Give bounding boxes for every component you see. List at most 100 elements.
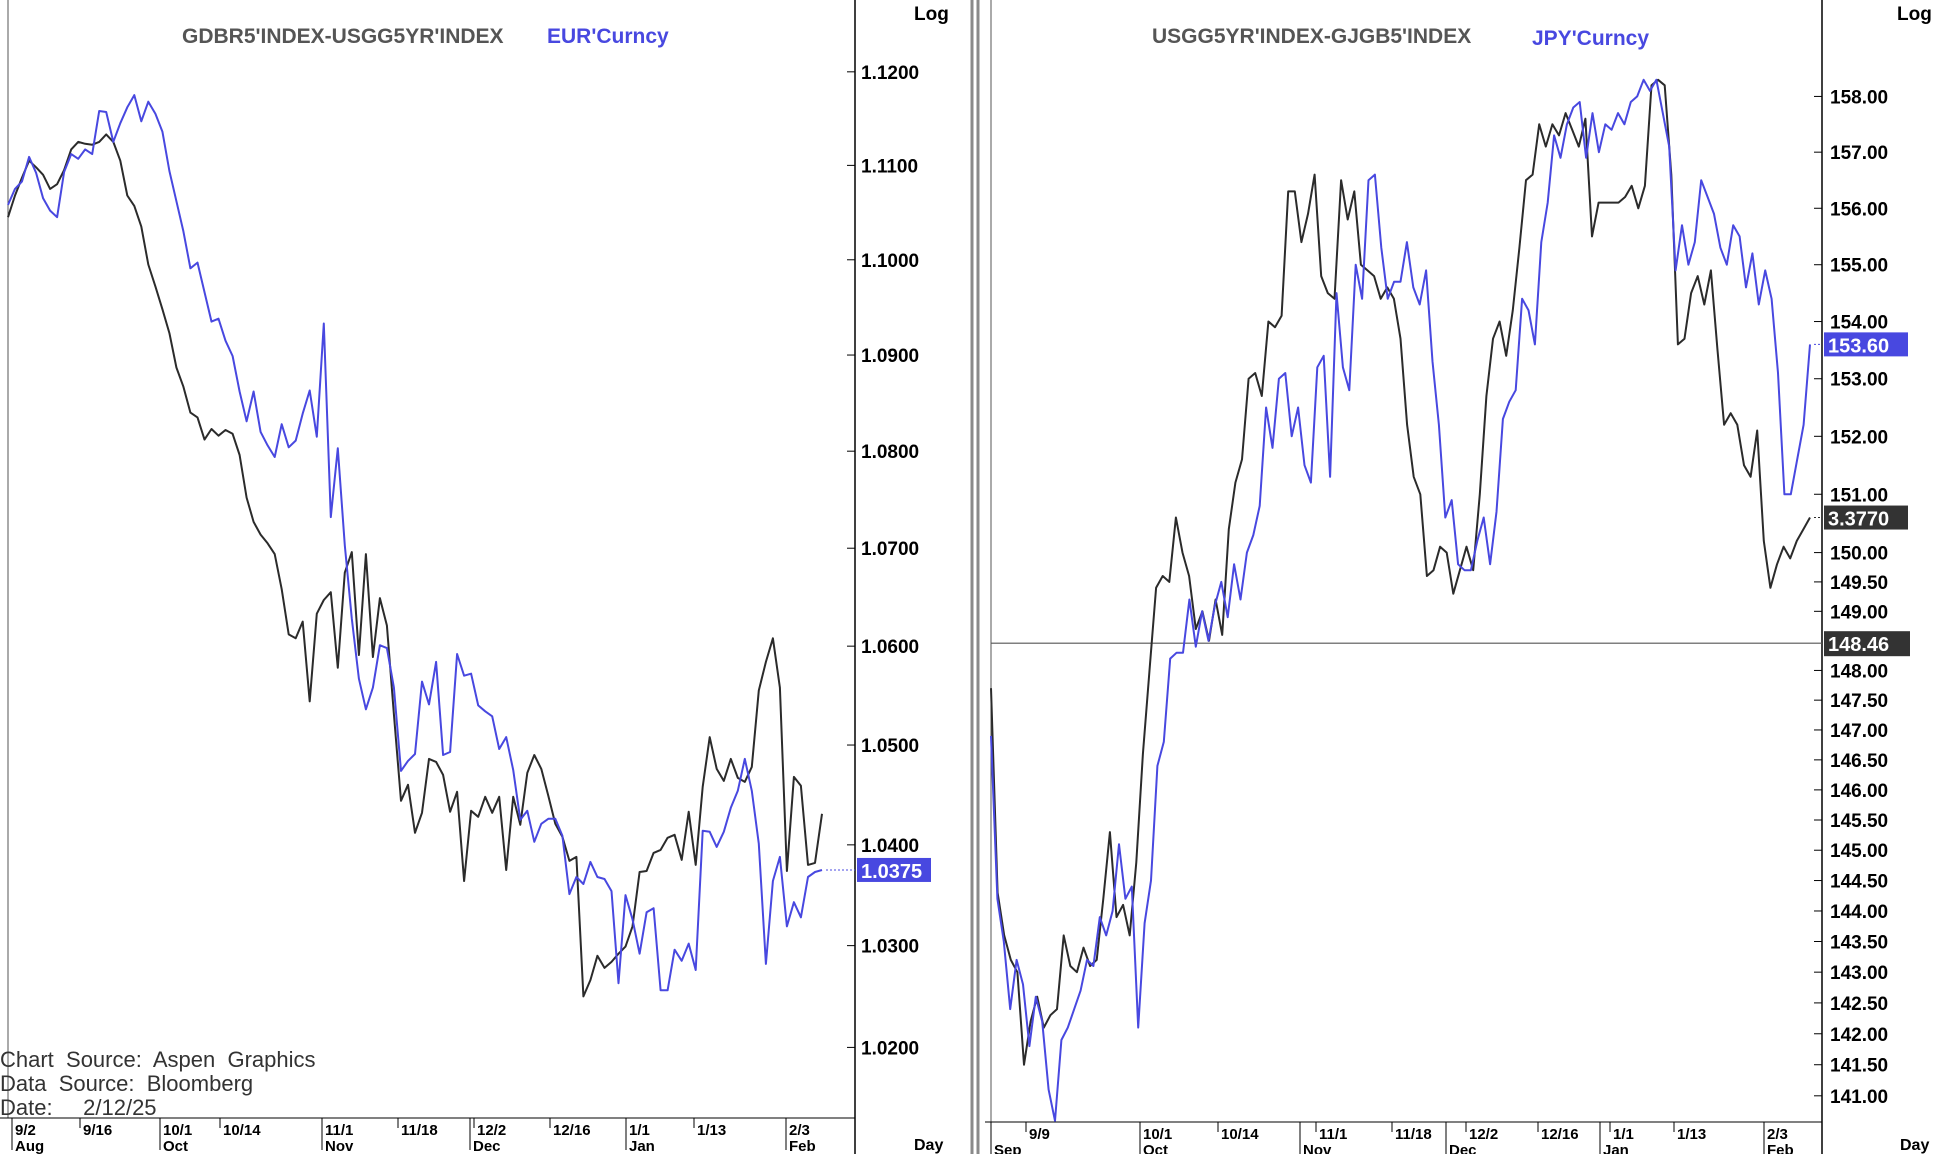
left-month-label: Dec [473,1138,501,1154]
right-y-tick-label: 144.00 [1830,902,1888,923]
right-x-tick-label: 10/1 [1143,1126,1172,1143]
left-y-tick-label: 1.1200 [861,63,919,84]
panel-divider [970,0,982,1154]
right-y-tick-label: 142.50 [1830,994,1888,1015]
left-series-2-line [7,94,823,992]
left-x-tick-label: 12/16 [553,1122,591,1139]
right-chart-panel: USGG5YR'INDEX-GJGB5'INDEX JPY'Curncy Log… [985,0,1932,1154]
left-y-tick-label: 1.0500 [861,736,919,757]
left-y-tick-label: 1.0800 [861,442,919,463]
right-x-tick-label: 2/3 [1767,1126,1788,1143]
right-y-tick-label: 155.00 [1830,256,1888,277]
right-reference-line: 148.46 [991,631,1910,657]
right-y-tick-label: 146.50 [1830,751,1888,772]
left-month-label: Oct [163,1138,188,1154]
right-y-tick-label: 143.00 [1830,963,1888,984]
right-x-axis-label: Day [1900,1137,1929,1154]
right-y-tick-label: 146.00 [1830,781,1888,802]
left-y-tick-label: 1.0700 [861,539,919,560]
left-month-label: Aug [15,1138,44,1154]
right-y-tick-label: 157.00 [1830,143,1888,164]
right-y-tick-label: 147.50 [1830,691,1888,712]
right-y-tick-label: 147.00 [1830,721,1888,742]
right-y-tick-label: 153.00 [1830,370,1888,391]
right-x-tick-label: 1/13 [1677,1126,1706,1143]
reference-level-label: 148.46 [1828,634,1889,656]
left-series-title-2: EUR'Curncy [547,25,669,48]
left-x-tick-label: 1/13 [697,1122,726,1139]
right-last-value-label: 3.3770 [1828,509,1889,531]
right-x-tick-label: 12/16 [1541,1126,1579,1143]
right-series-lines [990,78,1811,1122]
left-series-1-line [7,133,823,998]
left-month-label: Jan [629,1138,655,1154]
right-y-tick-label: 149.50 [1830,573,1888,594]
left-x-tick-label: 12/2 [477,1122,506,1139]
right-last-value-box [1824,332,1908,357]
left-series-lines [7,94,823,998]
left-chart-panel: GDBR5'INDEX-USGG5YR'INDEX EUR'Curncy Log… [0,0,949,1154]
reference-level-box [1824,631,1910,657]
left-x-tick-label: 10/14 [223,1122,261,1139]
right-series-2-line [990,78,1811,1122]
right-month-label: Oct [1143,1142,1168,1154]
right-x-tick-label: 11/1 [1319,1126,1347,1143]
left-last-value-label: 1.0375 [861,861,922,883]
left-series-title-1: GDBR5'INDEX-USGG5YR'INDEX [182,25,504,48]
right-y-tick-label: 145.00 [1830,841,1888,862]
right-y-tick-label: 154.00 [1830,313,1888,334]
right-month-label: Sep [994,1142,1022,1154]
right-y-tick-label: 158.00 [1830,87,1888,108]
left-x-tick-label: 2/3 [789,1122,810,1139]
left-y-tick-label: 1.1100 [861,156,918,177]
right-month-label: Dec [1449,1142,1477,1154]
left-x-axis-label: Day [914,1137,943,1154]
left-x-tick-label: 10/1 [163,1122,192,1139]
right-y-tick-label: 150.00 [1830,544,1888,565]
chart-source-note: Chart Source: Aspen Graphics [0,1047,316,1072]
right-x-ticks: 9/9 10/1 10/14 11/1 11/18 12/2 12/16 1/1 1/13 2/3… [990,1122,1794,1154]
right-y-tick-label: 141.50 [1830,1056,1888,1077]
right-last-value-box [1824,505,1908,530]
left-y-tick-label: 1.1000 [861,251,919,272]
left-month-label: Nov [325,1138,354,1154]
left-scale-label: Log [914,4,949,25]
right-x-tick-label: 1/1 [1613,1126,1634,1143]
date-note: Date: 2/12/25 [0,1095,157,1120]
right-y-tick-label: 156.00 [1830,199,1888,220]
right-last-values: 153.60 3.3770 [1814,332,1908,531]
right-y-tick-label: 143.50 [1830,933,1888,954]
left-x-tick-label: 9/16 [83,1122,112,1139]
right-x-tick-label: 11/18 [1395,1126,1432,1143]
right-x-tick-label: 10/14 [1221,1126,1259,1143]
right-y-tick-label: 151.00 [1830,485,1888,506]
right-scale-label: Log [1897,4,1932,25]
left-last-value: 1.0375 [826,857,931,883]
left-x-tick-label: 9/2 [15,1122,36,1139]
left-month-label: Feb [789,1138,816,1154]
left-x-tick-label: 1/1 [629,1122,650,1139]
left-last-value-box [857,857,931,882]
left-x-ticks: 9/2 9/16 10/1 10/14 11/1 11/18 12/2 12/16 1/1 1/1… [11,1118,816,1154]
left-y-tick-label: 1.0300 [861,937,919,958]
right-last-value-label: 153.60 [1828,335,1889,357]
right-y-tick-label: 145.50 [1830,811,1888,832]
left-y-tick-label: 1.0400 [861,836,919,857]
data-source-note: Data Source: Bloomberg [0,1071,254,1096]
right-y-tick-label: 148.00 [1830,661,1888,682]
left-y-tick-label: 1.0200 [861,1038,919,1059]
right-month-label: Jan [1603,1142,1629,1154]
right-month-label: Feb [1767,1142,1794,1154]
right-series-title-1: USGG5YR'INDEX-GJGB5'INDEX [1152,25,1471,48]
right-y-tick-label: 144.50 [1830,872,1888,893]
right-y-tick-label: 149.00 [1830,602,1888,623]
right-y-tick-label: 152.00 [1830,427,1888,448]
left-y-tick-label: 1.0900 [861,346,919,367]
left-y-tick-label: 1.0600 [861,637,919,658]
right-x-tick-label: 12/2 [1469,1126,1498,1143]
right-y-tick-label: 142.00 [1830,1025,1888,1046]
left-y-ticks: 1.1200 1.1100 1.1000 1.0900 1.0800 1.0700 1.06… [847,63,919,1059]
right-y-ticks: 158.00 157.00 156.00 155.00 154.00 153.00 152.… [1814,87,1888,1108]
right-y-tick-label: 141.00 [1830,1087,1888,1108]
